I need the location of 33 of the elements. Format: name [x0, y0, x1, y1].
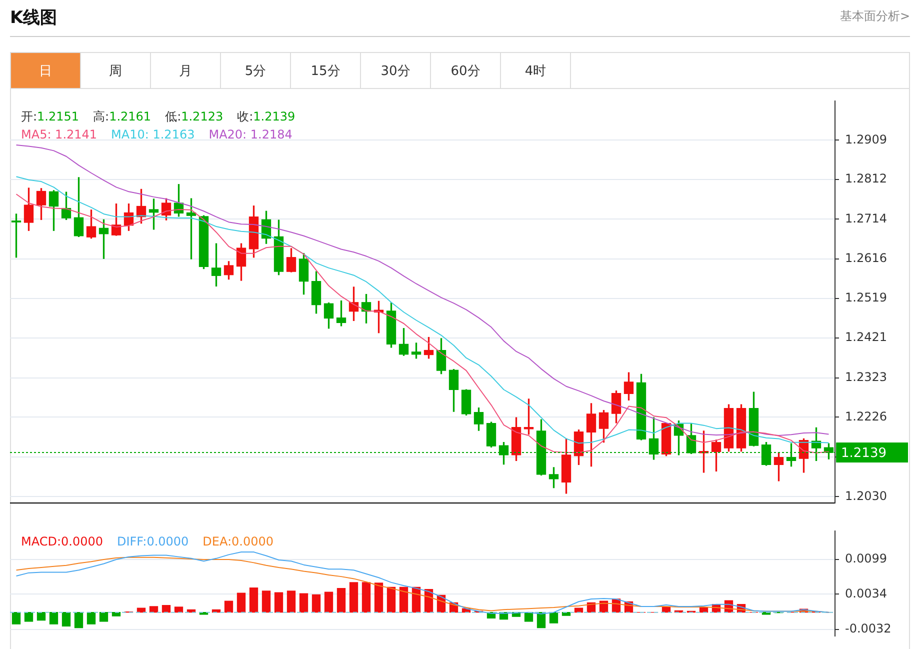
text: 5分	[221, 53, 291, 88]
y-tick-label: 1.2812	[845, 172, 887, 186]
y-tick-label: 1.2714	[845, 211, 887, 226]
annotation: 开:1.2151	[21, 109, 80, 124]
text: 15分	[291, 53, 361, 88]
y-tick-label: 1.2421	[845, 330, 887, 344]
text: 30分	[361, 53, 431, 88]
y-tick-label: 1.2226	[845, 409, 887, 424]
y-tick-label: 1.2909	[845, 132, 887, 146]
y-tick-label: 1.2616	[845, 251, 887, 266]
text: 周	[81, 53, 151, 88]
text: 4时	[501, 53, 571, 88]
text: 基本面分析>	[840, 8, 910, 25]
y-tick-label: 0.0099	[845, 552, 887, 566]
y-tick-label: 1.2323	[845, 370, 887, 384]
y-tick-label: 0.0034	[845, 586, 887, 600]
annotation: MA5: 1.2141	[21, 127, 98, 142]
annotation: MA20: 1.2184	[208, 127, 292, 142]
text: 60分	[431, 53, 501, 88]
annotation: 高:1.2161	[93, 109, 152, 124]
annotation: MACD:0.0000	[21, 534, 104, 548]
annotation: DEA:0.0000	[202, 534, 274, 548]
y-tick-label: 1.2030	[845, 488, 887, 503]
annotation: 低:1.2123	[165, 109, 224, 124]
ref-line-label: 1.2139	[841, 446, 886, 461]
text: 日	[11, 53, 81, 88]
annotation: MA10: 1.2163	[111, 127, 195, 142]
y-tick-label: -0.0032	[845, 622, 892, 636]
chart-title: K线图	[10, 7, 58, 29]
annotation: DIFF:0.0000	[117, 534, 189, 548]
text: 月	[151, 53, 221, 88]
annotation: 收:1.2139	[237, 109, 296, 124]
y-tick-label: 1.2519	[845, 290, 887, 304]
